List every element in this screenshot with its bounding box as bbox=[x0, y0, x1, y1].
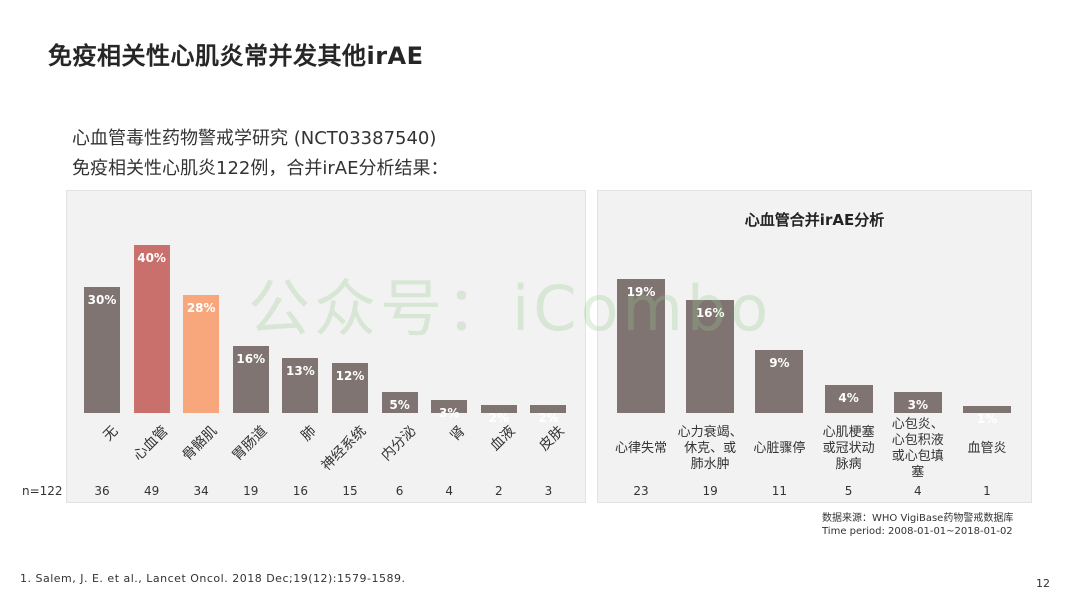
cardio-category-line: 心包积液 bbox=[891, 433, 944, 448]
cardio-category-label-4: 心包炎、 心包积液 或心包填塞 bbox=[878, 417, 958, 481]
cardio-category-line: 心脏骤停 bbox=[753, 441, 806, 456]
bar-9 bbox=[530, 404, 567, 413]
bar-0 bbox=[84, 287, 120, 413]
cardio-count-4: 4 bbox=[913, 484, 922, 498]
slide-title: 免疫相关性心肌炎常并发其他irAE bbox=[48, 42, 424, 70]
count-6: 6 bbox=[395, 484, 404, 498]
count-8: 2 bbox=[494, 484, 503, 498]
bar-value-label-7: 3% bbox=[439, 406, 460, 421]
cardio-category-line: 心律失常 bbox=[614, 441, 667, 456]
cardio-category-line: 血管炎 bbox=[967, 441, 1007, 456]
bar-value-label-5: 12% bbox=[335, 368, 365, 383]
cardio-chart-title: 心血管合并irAE分析 bbox=[744, 211, 885, 229]
bar-value-label-2: 28% bbox=[186, 301, 216, 316]
cardio-bar-value-label-1: 16% bbox=[695, 306, 725, 321]
cardio-count-2: 11 bbox=[771, 484, 788, 498]
cardio-category-line: 心肌梗塞 bbox=[822, 425, 875, 440]
bar-4 bbox=[282, 358, 319, 413]
count-3: 19 bbox=[243, 484, 259, 498]
cardio-bar-value-label-3: 4% bbox=[838, 390, 859, 405]
bar-6 bbox=[381, 392, 418, 413]
cardio-category-line: 肺水肿 bbox=[690, 457, 730, 472]
count-2: 34 bbox=[193, 484, 209, 498]
cardio-category-line: 休克、或 bbox=[684, 441, 737, 456]
cardio-category-line: 心力衰竭、 bbox=[677, 425, 743, 440]
cardio-bar-value-label-4: 3% bbox=[907, 397, 928, 412]
source-line-1: 数据来源：WHO VigiBase药物警戒数据库 bbox=[822, 513, 1014, 524]
cardio-count-1: 19 bbox=[702, 484, 718, 498]
cardio-bar-value-label-0: 19% bbox=[626, 285, 656, 299]
cardio-category-line: 塞 bbox=[911, 465, 925, 480]
cardio-count-3: 5 bbox=[844, 484, 853, 498]
bar-value-label-0: 30% bbox=[87, 293, 117, 307]
cardio-bar-5 bbox=[963, 405, 1011, 413]
cardio-category-label-5: 血管炎 bbox=[947, 441, 1027, 457]
cardio-category-label-3: 心肌梗塞 或冠状动 脉病 bbox=[809, 425, 889, 473]
cardio-category-line: 或冠状动 bbox=[822, 441, 875, 456]
bar-value-label-4: 13% bbox=[286, 364, 315, 379]
source-line-2: Time period: 2008-01-01~2018-01-02 bbox=[822, 526, 1013, 537]
bar-5 bbox=[332, 362, 368, 413]
count-4: 16 bbox=[292, 484, 309, 498]
page-number: 12 bbox=[1036, 577, 1050, 590]
study-subtitle: 心血管毒性药物警戒学研究 (NCT03387540) bbox=[72, 128, 437, 149]
n-label: n=122 bbox=[22, 484, 63, 498]
count-1: 49 bbox=[143, 484, 160, 498]
result-subtitle: 免疫相关性心肌炎122例，合并irAE分析结果： bbox=[72, 158, 449, 179]
cardio-category-label-1: 心力衰竭、 休克、或 肺水肿 bbox=[670, 425, 750, 473]
cardio-bar-2 bbox=[755, 349, 804, 413]
cardio-count-0: 23 bbox=[633, 484, 649, 498]
cardio-count-5: 1 bbox=[983, 484, 991, 498]
count-7: 4 bbox=[445, 484, 453, 498]
bar-value-label-3: 16% bbox=[236, 351, 266, 366]
cardio-category-line: 心包炎、 bbox=[891, 417, 944, 432]
bar-value-label-9: 2% bbox=[538, 410, 559, 425]
cardio-bar-value-label-5: 1% bbox=[976, 411, 998, 426]
cardio-bar-value-label-2: 9% bbox=[769, 355, 790, 370]
cardio-category-line: 脉病 bbox=[835, 457, 862, 472]
cardio-bar-3 bbox=[824, 384, 873, 413]
cardio-bar-0 bbox=[617, 279, 665, 413]
reference: 1. Salem, J. E. et al., Lancet Oncol. 20… bbox=[20, 572, 406, 585]
watermark: 公众号：iCombo bbox=[248, 272, 773, 345]
bar-value-label-6: 5% bbox=[389, 398, 410, 412]
cardio-category-label-0: 心律失常 bbox=[601, 441, 681, 457]
cardio-category-line: 或心包填 bbox=[891, 449, 944, 464]
bar-7 bbox=[431, 400, 468, 413]
bar-value-label-8: 2% bbox=[488, 410, 509, 425]
bar-1 bbox=[133, 245, 170, 413]
cardio-bar-4 bbox=[893, 391, 942, 413]
bar-8 bbox=[480, 404, 517, 413]
cardio-chart-panel: 心血管合并irAE分析 bbox=[597, 190, 1032, 503]
count-0: 36 bbox=[94, 484, 110, 498]
count-9: 3 bbox=[544, 484, 553, 498]
cardio-category-label-2: 心脏骤停 bbox=[739, 441, 819, 457]
bar-value-label-1: 40% bbox=[137, 251, 166, 265]
bar-3 bbox=[232, 345, 269, 413]
bar-2 bbox=[183, 295, 220, 413]
data-source: 数据来源：WHO VigiBase药物警戒数据库 Time period: 20… bbox=[822, 512, 1013, 538]
count-5: 15 bbox=[342, 484, 358, 498]
cardio-bar-1 bbox=[686, 300, 735, 413]
